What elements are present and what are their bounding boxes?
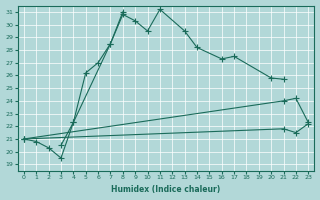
- X-axis label: Humidex (Indice chaleur): Humidex (Indice chaleur): [111, 185, 221, 194]
